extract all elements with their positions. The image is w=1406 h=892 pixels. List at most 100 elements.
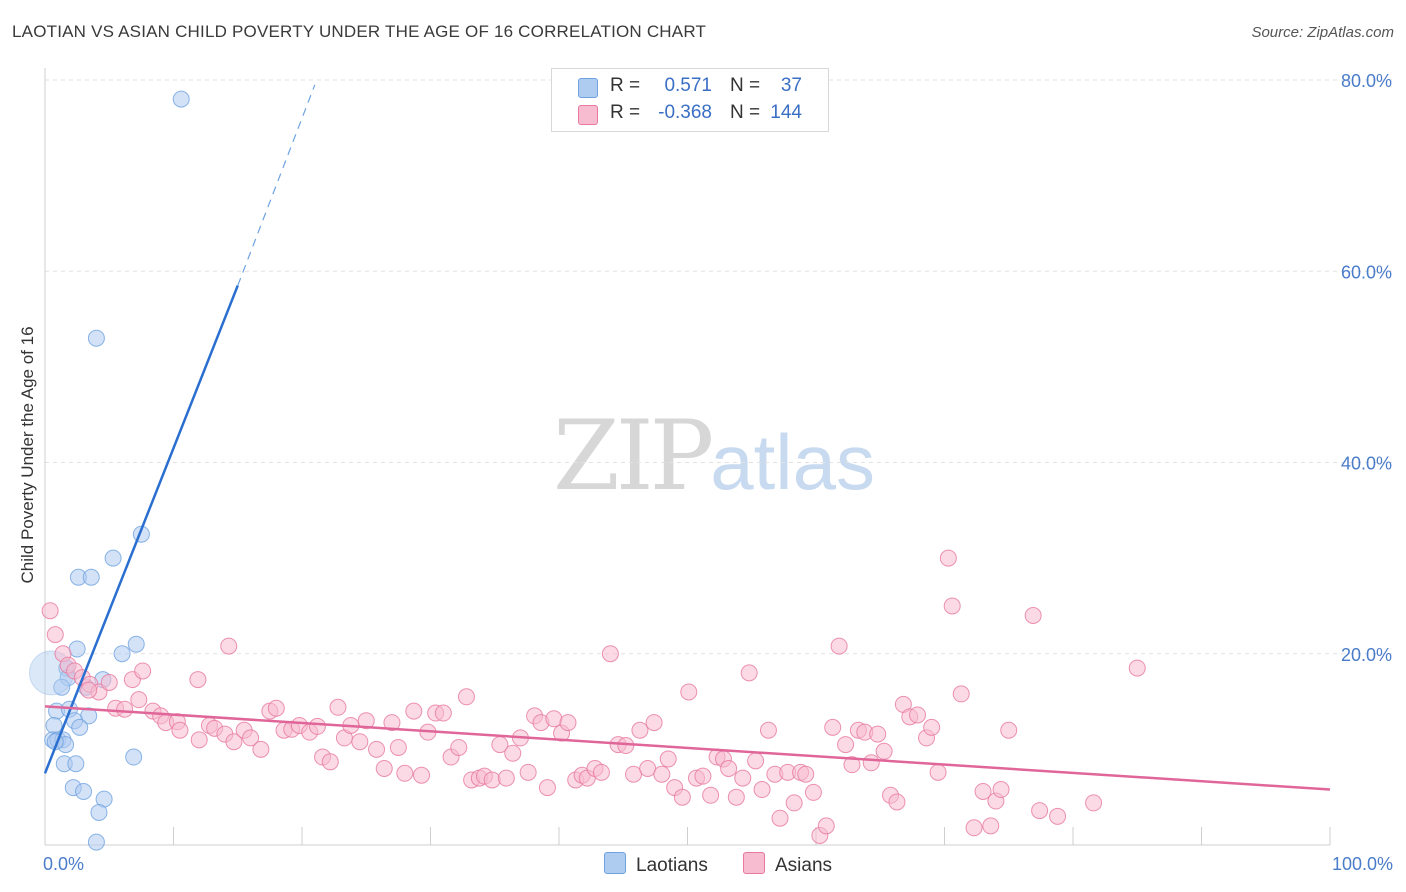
data-point <box>134 662 152 680</box>
data-point <box>483 771 501 789</box>
data-point <box>71 718 89 736</box>
legend-swatch-asians <box>578 105 598 125</box>
y-axis-label: Child Poverty Under the Age of 16 <box>18 326 37 583</box>
data-point <box>545 710 563 728</box>
bottom-legend-swatch-laotians <box>604 852 626 874</box>
data-point <box>383 714 401 732</box>
data-point <box>82 568 100 586</box>
data-point <box>90 803 108 821</box>
data-point <box>504 744 522 762</box>
data-point <box>68 640 86 658</box>
data-point <box>457 688 475 706</box>
data-point <box>601 645 619 663</box>
data-point <box>329 698 347 716</box>
data-point <box>909 706 927 724</box>
data-point <box>747 752 765 770</box>
data-point <box>405 702 423 720</box>
trend-line-laotians <box>43 285 239 774</box>
data-point <box>242 729 260 747</box>
bottom-legend-laotians: Laotians <box>604 852 708 877</box>
y-tick-label: 80.0% <box>1341 71 1392 91</box>
data-points <box>28 90 1146 851</box>
data-point <box>321 753 339 771</box>
data-point <box>734 769 752 787</box>
data-point <box>225 733 243 751</box>
bottom-legend-label-asians: Asians <box>775 855 833 876</box>
data-point <box>357 712 375 730</box>
data-point <box>87 833 105 851</box>
data-point <box>125 748 143 766</box>
data-point <box>116 700 134 718</box>
grid-lines <box>45 79 1392 655</box>
data-point <box>727 788 745 806</box>
bottom-legend-label-laotians: Laotians <box>636 855 708 876</box>
watermark-zip: ZIP <box>553 400 714 512</box>
data-point <box>538 779 556 797</box>
bottom-legend-swatch-asians <box>743 852 765 874</box>
series-asians <box>41 549 1146 844</box>
data-point <box>1128 659 1146 677</box>
legend-swatch-laotians <box>578 78 598 98</box>
data-point <box>130 691 148 709</box>
data-point <box>1031 802 1049 820</box>
data-point <box>41 602 59 620</box>
data-point <box>869 725 887 743</box>
data-point <box>759 721 777 739</box>
data-point <box>702 786 720 804</box>
data-point <box>434 704 452 722</box>
data-point <box>413 766 431 784</box>
data-point <box>659 750 677 768</box>
data-point <box>113 645 131 663</box>
data-point <box>1049 807 1067 825</box>
data-point <box>952 685 970 703</box>
legend-r-value: 0.571 <box>664 75 712 96</box>
data-point <box>351 733 369 751</box>
legend-n-label: N = <box>730 75 761 96</box>
data-point <box>80 681 98 699</box>
data-point <box>785 794 803 812</box>
data-point <box>189 671 207 689</box>
data-point <box>740 664 758 682</box>
axes <box>44 68 1331 846</box>
bottom-legend-asians: Asians <box>743 852 832 877</box>
data-point <box>824 718 842 736</box>
data-point <box>830 637 848 655</box>
data-point <box>592 763 610 781</box>
y-tick-label: 60.0% <box>1341 262 1392 282</box>
data-point <box>923 718 941 736</box>
data-point <box>171 721 189 739</box>
data-point <box>46 626 64 644</box>
data-point <box>929 763 947 781</box>
data-point <box>1085 794 1103 812</box>
data-point <box>100 673 118 691</box>
data-point <box>75 782 93 800</box>
trend-lines <box>43 84 1331 791</box>
data-point <box>771 809 789 827</box>
data-point <box>753 781 771 799</box>
legend-r-label: R = <box>610 75 641 96</box>
tick-labels: 20.0% 40.0% 60.0% 80.0% 0.0% 100.0% <box>43 71 1393 874</box>
data-point <box>673 788 691 806</box>
data-point <box>1000 721 1018 739</box>
data-point <box>837 736 855 754</box>
data-point <box>104 549 122 567</box>
data-point <box>45 716 63 734</box>
data-point <box>53 678 71 696</box>
y-tick-label: 20.0% <box>1341 645 1392 665</box>
legend-n-label: N = <box>730 102 761 123</box>
data-point <box>396 764 414 782</box>
data-point <box>694 767 712 785</box>
data-point <box>67 755 85 773</box>
data-point <box>172 90 190 108</box>
legend-n-value: 37 <box>780 75 802 96</box>
data-point <box>817 817 835 835</box>
data-point <box>965 819 983 837</box>
data-point <box>497 769 515 787</box>
data-point <box>639 760 657 777</box>
data-point <box>389 738 407 756</box>
data-point <box>559 714 577 732</box>
data-point <box>375 760 393 777</box>
legend-r-value: -0.368 <box>658 102 712 123</box>
trend-line-asians <box>44 705 1331 791</box>
